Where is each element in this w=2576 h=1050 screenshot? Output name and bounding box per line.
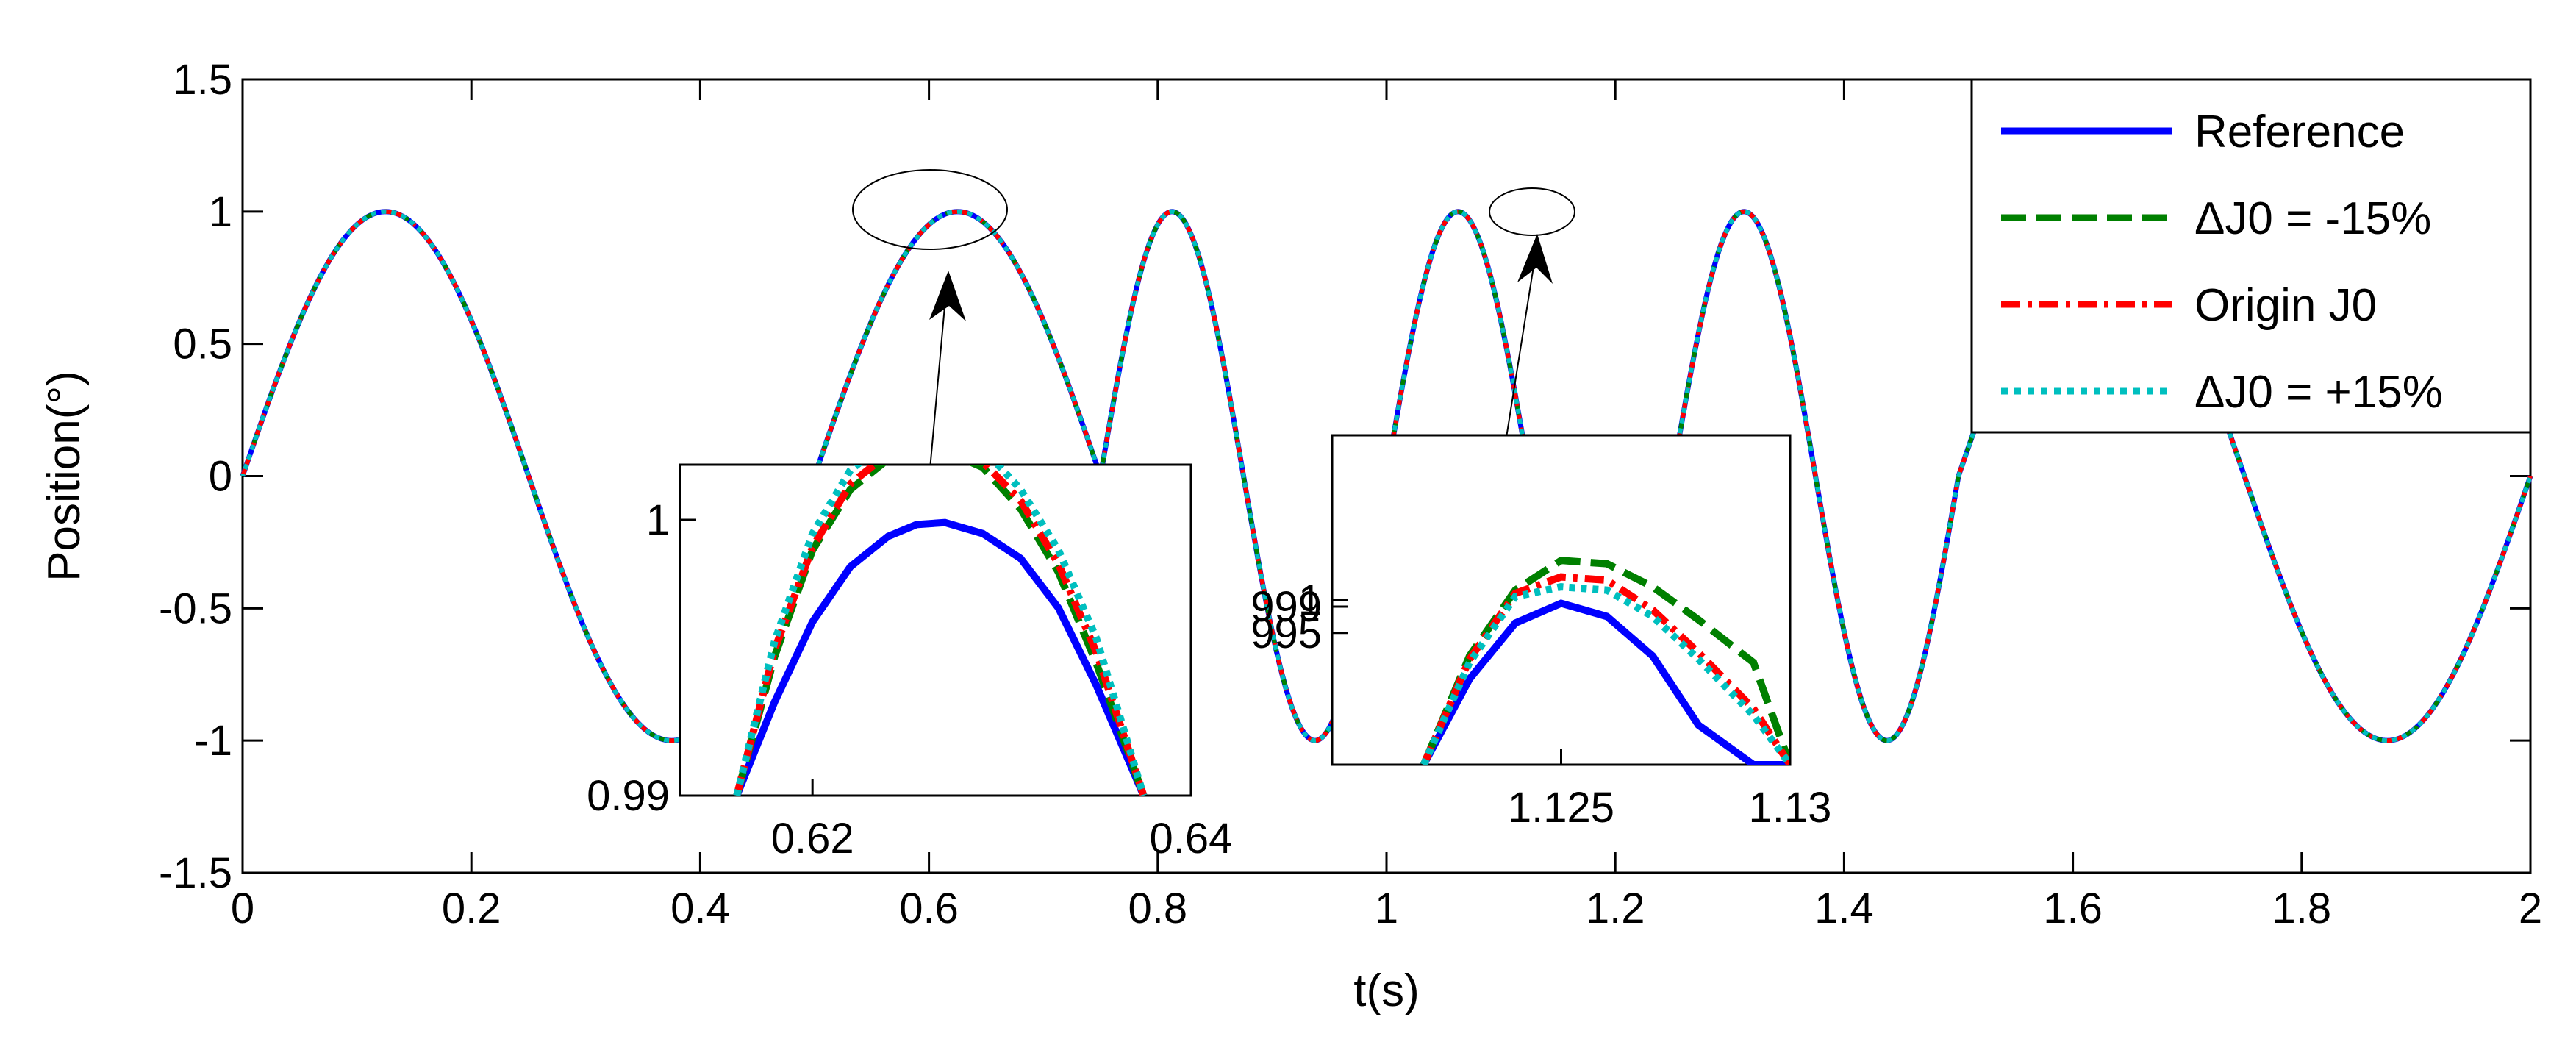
y-tick-label: 1.5 <box>173 56 232 104</box>
inset-series-1 <box>1420 599 1790 765</box>
x-tick-label: 0.2 <box>442 885 501 932</box>
legend-label-2: ΔJ0 = -15% <box>2194 193 2431 244</box>
y-tick-label: -1 <box>194 717 232 765</box>
x-tick-label: 2 <box>2519 885 2542 932</box>
inset-x-tick-label: 1.13 <box>1749 784 1832 832</box>
inset-y-tick-label: 999 <box>1251 583 1322 631</box>
x-tick-label: 1.8 <box>2272 885 2331 932</box>
inset-y-tick-label: 995 <box>1251 610 1322 657</box>
zoom-ellipse-2 <box>1489 188 1575 236</box>
zoom-arrow-head-1 <box>929 271 966 321</box>
x-tick-label: 1.2 <box>1586 885 1645 932</box>
legend: Reference ΔJ0 = -15% Origin J0 ΔJ0 = +15% <box>1970 78 2532 434</box>
x-axis-label: t(s) <box>1353 965 1420 1016</box>
x-tick-label: 0.6 <box>899 885 959 932</box>
y-tick-label: 1 <box>209 188 232 236</box>
x-tick-label: 0 <box>231 885 254 932</box>
legend-box <box>1970 78 2532 434</box>
legend-label-3: Origin J0 <box>2194 280 2377 331</box>
y-axis-label: Position(°) <box>39 371 90 582</box>
x-tick-label: 0.8 <box>1128 885 1187 932</box>
x-tick-label: 0.4 <box>670 885 730 932</box>
x-tick-label: 1.6 <box>2043 885 2103 932</box>
zoom-ellipse-1 <box>852 169 1008 250</box>
inset-series-1 <box>733 518 1148 796</box>
legend-label-4: ΔJ0 = +15% <box>2194 367 2443 418</box>
zoom-markers <box>852 169 1575 486</box>
y-tick-label: -0.5 <box>159 585 232 632</box>
y-tick-label: -1.5 <box>159 849 232 897</box>
zoom-arrow-head-2 <box>1517 234 1553 284</box>
y-tick-label: 0.5 <box>173 321 232 368</box>
inset-series-2 <box>733 465 1148 796</box>
inset-series-4 <box>733 465 1148 796</box>
zoom-arrow-line-1 <box>928 290 947 486</box>
x-tick-label: 1 <box>1375 885 1398 932</box>
inset-y-tick-label: 0.99 <box>587 772 670 820</box>
legend-label-1: Reference <box>2194 107 2405 157</box>
inset-x-tick-label: 0.62 <box>771 815 854 863</box>
inset-series-4 <box>1420 583 1790 765</box>
inset-series-3 <box>733 465 1148 796</box>
y-tick-label: 0 <box>209 453 232 501</box>
inset-y-tick-label: 1 <box>1298 576 1322 624</box>
x-tick-label: 1.4 <box>1814 885 1874 932</box>
inset-x-tick-label: 0.64 <box>1150 815 1233 863</box>
inset-zoom-1: 0.62 0.64 0.99 1 <box>587 463 1233 863</box>
inset-x-tick-label: 1.125 <box>1508 784 1614 832</box>
zoom-arrow-line-2 <box>1503 257 1536 457</box>
inset-y-tick-label: 1 <box>646 496 670 544</box>
